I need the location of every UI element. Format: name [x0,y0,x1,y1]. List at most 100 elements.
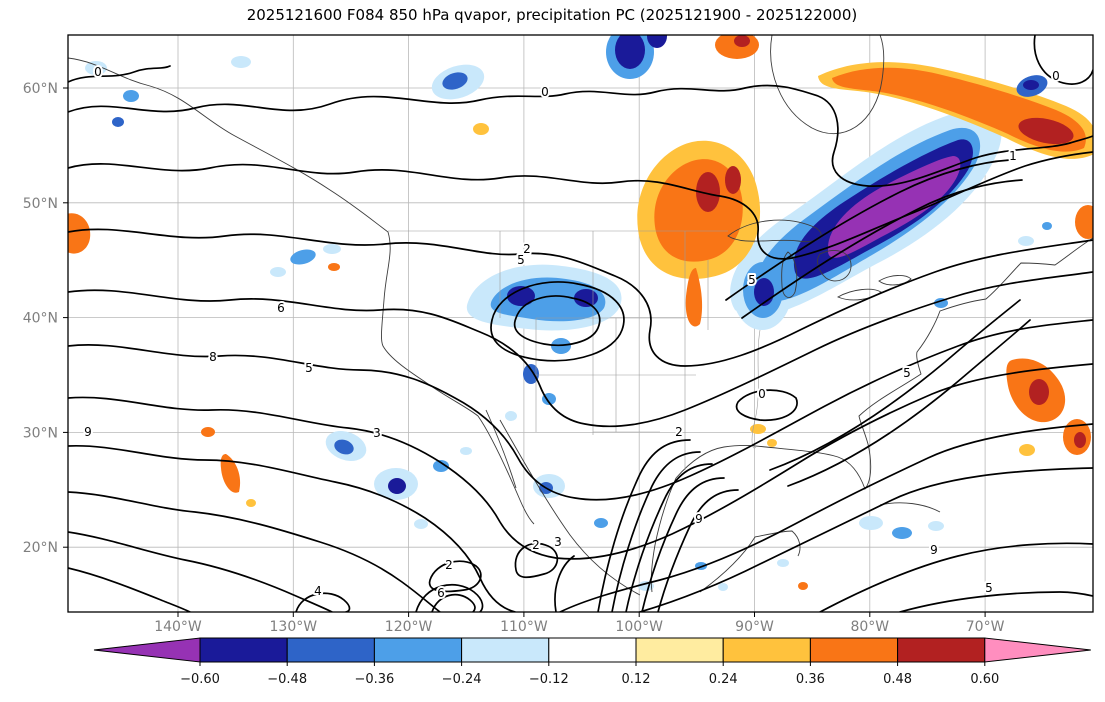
y-tick-label: 30°N [23,425,58,441]
contour-label: 2 [445,558,453,572]
precip-pc-shading-shape [574,289,598,307]
plot-border [67,34,1094,613]
colorbar-segment [461,637,550,663]
precip-pc-shading-shape [112,117,124,127]
qvapor-contours-shape [68,228,1093,367]
qvapor-contours-shape [641,477,725,612]
qvapor-contours-shape [428,560,482,593]
x-tick-label: 130°W [270,619,318,635]
contour-label: 9 [930,543,938,557]
contour-label: 5 [305,361,313,375]
colorbar-segment [373,637,463,663]
qvapor-contours-shape [68,84,1093,187]
contour-label: 6 [277,301,285,315]
precip-pc-shading-shape [246,499,256,507]
precip-pc-shading-shape [1019,444,1035,456]
qvapor-contours-shape [741,179,1023,319]
contour-label: 6 [437,586,445,600]
qvapor-contours-shape [625,463,713,612]
x-tick-label: 140°W [154,619,202,635]
precip-pc-shading-shape [1023,80,1039,90]
colorbar-tick-label: −0.48 [267,672,307,687]
precip-pc-shading-shape [1018,236,1034,246]
qvapor-contours-shape [899,591,1093,612]
coastlines-shape [836,288,882,301]
precip-pc-shading [68,35,1093,591]
precip-pc-shading-shape [647,35,667,48]
qvapor-contours-shape [68,363,1093,560]
qvapor-contours-shape [431,593,476,612]
qvapor-contours-shape [68,151,1093,260]
precip-pc-shading-shape [750,424,766,434]
colorbar-segment [635,637,724,663]
precip-pc-shading-shape [290,249,316,265]
contour-label: 3 [554,535,562,549]
qvapor-contours [68,35,1093,612]
x-tick-label: 80°W [850,619,889,635]
contour-label: 2 [675,425,683,439]
coastlines-shape [675,237,1093,490]
precip-pc-shading-shape [323,244,341,254]
qvapor-contours-shape [769,299,1021,471]
precip-pc-shading-shape [334,439,354,455]
qvapor-contours-shape [639,467,1093,612]
precip-pc-shading-shape [1029,379,1049,405]
precip-pc-shading-shape [1018,117,1074,145]
colorbar-segment [722,637,811,663]
precip-pc-shading-shape [220,454,241,493]
precip-pc-shading-shape [473,123,489,135]
colorbar-tick-label: −0.36 [354,672,394,687]
coastlines-shape [485,409,517,489]
colorbar-segment [548,637,637,663]
colorbar-segment [809,637,899,663]
colorbar-tick-label: −0.60 [180,672,220,687]
qvapor-contours-shape [657,489,739,612]
qvapor-contours-shape [415,584,484,612]
colorbar-tick-label: −0.12 [529,672,569,687]
x-tick-label: 110°W [500,619,548,635]
contour-label: 1 [1009,149,1017,163]
coastlines-shape [68,57,535,525]
qvapor-contours-shape [490,281,625,362]
precip-pc-shading-shape [615,35,645,69]
x-tick-label: 100°W [615,619,663,635]
contour-label: 3 [373,426,381,440]
coastlines-shape [499,419,641,596]
precip-pc-shading-shape [85,61,107,75]
precip-pc-shading-shape [892,527,912,539]
precip-pc-shading-shape [859,516,883,530]
precip-pc-shading-shape [123,90,139,102]
precip-pc-shading-shape [734,35,750,47]
y-tick-label: 20°N [23,540,58,556]
colorbar-segment [897,637,986,663]
precip-pc-shading-shape [505,411,517,421]
contour-label: 0 [94,65,102,79]
precip-pc-shading-shape [685,268,703,327]
precip-pc-shading-shape [442,72,468,90]
x-tick-label: 120°W [385,619,433,635]
qvapor-contours-shape [611,451,701,612]
precip-pc-shading-shape [928,521,944,531]
contour-label: 2 [532,538,540,552]
colorbar-segment [286,637,375,663]
precip-pc-shading-shape [725,166,741,194]
qvapor-contours-shape [68,491,441,612]
y-tick-label: 40°N [23,311,58,327]
coastlines-shape [699,530,801,593]
x-tick-label: 90°W [735,619,774,635]
precip-pc-shading-shape [68,213,91,254]
y-tick-label: 50°N [23,196,58,212]
contour-label: 0 [758,387,766,401]
qvapor-contours-shape [295,592,351,612]
qvapor-contours-shape [787,319,1031,487]
precip-pc-shading-shape [767,439,777,447]
x-tick-label: 70°W [966,619,1005,635]
contour-label: 5 [517,253,525,267]
colorbar-tick-label: 0.24 [709,672,738,687]
chart-title: 2025121600 F084 850 hPa qvapor, precipit… [247,6,858,24]
precip-pc-shading-shape [696,172,720,212]
contour-label: 4 [314,584,322,598]
qvapor-contours-shape [554,555,575,612]
